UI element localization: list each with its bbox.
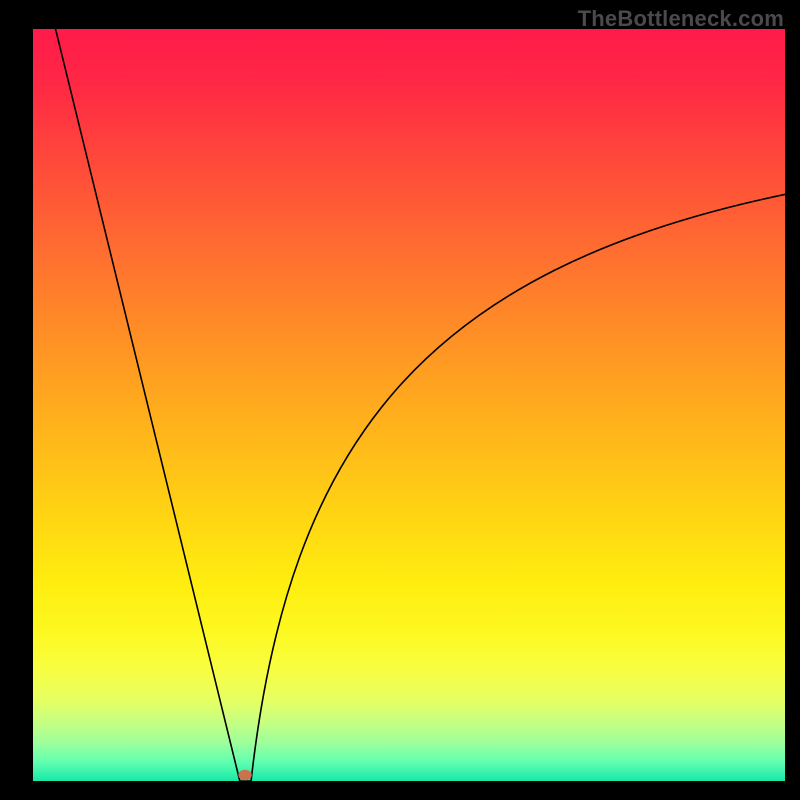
chart-frame: TheBottleneck.com [0,0,800,800]
watermark-text: TheBottleneck.com [578,6,784,32]
optimal-point-marker [238,770,252,781]
plot-area [33,29,785,781]
gradient-chart [33,29,785,781]
plot-background [33,29,785,781]
